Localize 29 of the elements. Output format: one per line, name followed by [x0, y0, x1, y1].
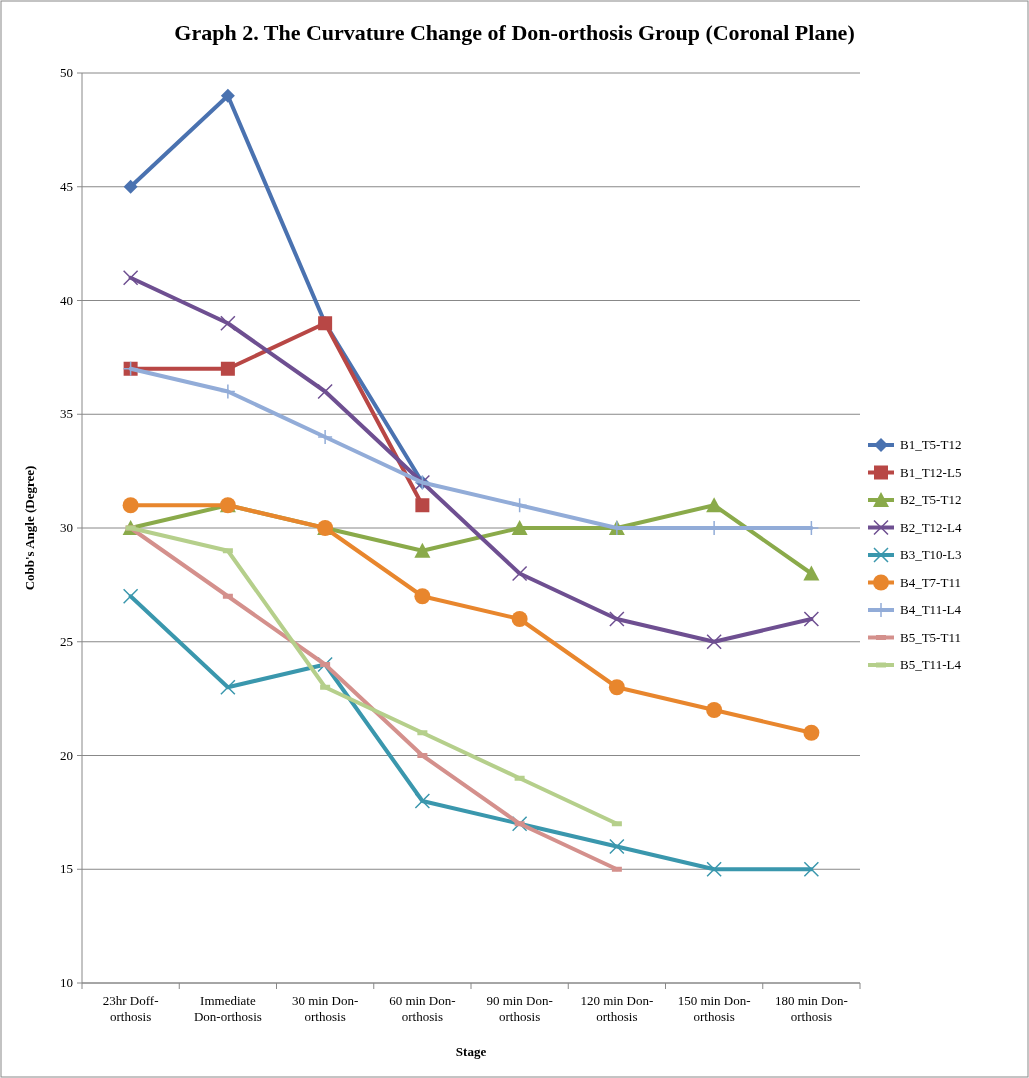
legend-label: B2_T5-T12 — [900, 492, 962, 507]
legend-label: B4_T11-L4 — [900, 602, 962, 617]
x-tick-label: 23hr Doff- orthosis — [102, 993, 159, 1024]
legend-label: B1_T12-L5 — [900, 464, 962, 480]
y-tick-label: 45 — [60, 178, 73, 194]
legend-label: B5_T11-L4 — [900, 657, 962, 672]
x-tick-label: 90 min Don- orthosis — [486, 993, 553, 1024]
x-tick-label: 180 min Don- orthosis — [774, 993, 848, 1024]
chart-title: Graph 2. The Curvature Change of Don-orthosis Group (Coronal Plane) — [174, 20, 855, 45]
y-tick-label: 20 — [60, 747, 73, 763]
y-tick-label: 35 — [60, 406, 73, 422]
x-tick-label: 120 min Don- orthosis — [580, 993, 654, 1024]
legend-label: B1_T5-T12 — [900, 437, 962, 452]
legend-label: B3_T10-L3 — [900, 547, 962, 562]
x-tick-label: 60 min Don- orthosis — [389, 993, 456, 1024]
x-tick-label: 30 min Don- orthosis — [291, 993, 359, 1024]
x-axis-title: Stage — [455, 1044, 487, 1059]
legend-label: B4_T7-T11 — [900, 574, 961, 590]
y-tick-label: 25 — [60, 633, 73, 649]
x-tick-label: 150 min Don- orthosis — [677, 993, 751, 1024]
legend-label: B5_T5-T11 — [900, 629, 961, 645]
y-tick-label: 30 — [60, 520, 73, 535]
legend-label: B2_T12-L4 — [900, 519, 962, 535]
y-axis-title: Cobb's Angle (Degree) — [22, 465, 37, 591]
y-tick-label: 15 — [60, 861, 73, 877]
y-tick-label: 50 — [60, 65, 73, 80]
x-tick-label: Immediate Don-orthosis — [193, 993, 262, 1024]
y-tick-label: 40 — [60, 292, 73, 308]
y-tick-label: 10 — [60, 975, 73, 990]
